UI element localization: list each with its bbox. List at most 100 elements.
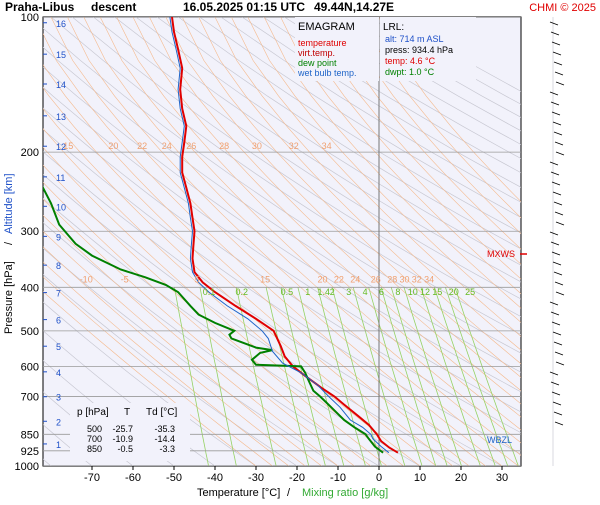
x-tick-label: 10 [414,472,426,484]
altitude-tick-label: 9 [56,232,61,242]
table-cell: 850 [87,444,102,454]
theta-label: 34 [424,274,434,284]
mixing-ratio-label: 10 [408,287,418,297]
y-tick-label: 500 [21,326,39,338]
mixing-ratio-label: 3 [346,287,351,297]
table-cell: -35.3 [154,424,175,434]
table-header-t: T [124,407,130,418]
mixing-ratio-label: 0.1 [203,287,216,297]
mixing-ratio-label: 1 [305,287,310,297]
mixing-ratio-label: 4 [363,287,368,297]
theta-label: 32 [289,141,299,151]
theta-label: 30 [252,141,262,151]
theta-label: 20 [318,274,328,284]
theta-label: 32 [412,274,422,284]
mixing-ratio-label: 2 [330,287,335,297]
table-header-td: Td [°C] [146,407,177,418]
theta-label: -10 [80,274,93,284]
table-cell: -25.7 [112,424,133,434]
lrl-alt: alt: 714 m ASL [385,34,444,44]
mixing-ratio-label: 0.2 [236,287,249,297]
theta-label: 15 [63,141,73,151]
x-tick-label: -40 [207,472,223,484]
y-axis-title-2: Altitude [km] [3,173,15,234]
mixing-ratio-label: 15 [432,287,442,297]
x-tick-label: -50 [166,472,182,484]
x-tick-label: -60 [125,472,141,484]
theta-label: -5 [121,274,129,284]
station-name: Praha-Libus [5,0,75,14]
legend-dew-point: dew point [298,58,337,68]
table-row: 700 -10.9 -14.4 [87,434,175,444]
x-tick-label: -20 [289,472,305,484]
y-axis-title: Pressure [hPa] [3,261,15,334]
table-header-p: p [hPa] [77,407,109,418]
x-tick-label: 20 [455,472,467,484]
x-tick-label: 30 [496,472,508,484]
y-tick-label: 850 [21,429,39,441]
mixing-ratio-label: 1.4 [318,287,331,297]
mxws-label: MXWS [487,249,515,259]
altitude-tick-label: 1 [56,440,61,450]
legend-title: EMAGRAM [298,21,355,33]
theta-label: 26 [371,274,381,284]
y-tick-label: 1000 [15,461,39,473]
y-tick-label: 700 [21,391,39,403]
table-cell: -0.5 [117,444,133,454]
table-cell: -10.9 [112,434,133,444]
lrl-temp: temp: 4.6 °C [385,56,436,66]
table-cell: 500 [87,424,102,434]
altitude-tick-label: 10 [56,202,66,212]
altitude-tick-label: 4 [56,368,61,378]
station-coords: 49.44N,14.27E [314,0,394,14]
x-tick-label: 0 [376,472,382,484]
lrl-dwpt: dwpt: 1.0 °C [385,67,435,77]
y-tick-label: 600 [21,361,39,373]
altitude-tick-label: 11 [56,173,65,183]
theta-label: 28 [219,141,229,151]
altitude-tick-label: 2 [56,417,61,427]
altitude-tick-label: 6 [56,316,61,326]
x-axis-title-2: Mixing ratio [g/kg] [302,487,388,499]
altitude-tick-label: 14 [56,80,66,90]
theta-label: 5 [195,274,200,284]
mixing-ratio-label: 20 [449,287,459,297]
altitude-tick-label: 5 [56,342,61,352]
altitude-tick-label: 16 [56,19,66,29]
theta-label: 30 [400,274,410,284]
altitude-tick-label: 3 [56,393,61,403]
theta-label: 15 [260,274,270,284]
lrl-press: press: 934.4 hPa [385,45,453,55]
y-tick-label: 400 [21,282,39,294]
legend-virt-temp: virt.temp. [298,48,335,58]
mixing-ratio-label: 6 [379,287,384,297]
altitude-tick-label: 8 [56,261,61,271]
theta-label: 24 [350,274,360,284]
table-row: 850 -0.5 -3.3 [87,444,175,454]
legend-wet-bulb: wet bulb temp. [297,68,357,78]
sounding-datetime: 16.05.2025 01:15 UTC [183,0,305,14]
x-tick-label: -10 [330,472,346,484]
mixing-ratio-label: 12 [420,287,430,297]
lrl-title: LRL: [383,22,404,33]
table-cell: 700 [87,434,102,444]
theta-label: 20 [108,141,118,151]
mixing-ratio-label: 8 [395,287,400,297]
copyright: CHMI © 2025 [529,2,596,14]
altitude-tick-label: 15 [56,50,66,60]
x-axis-title: Temperature [°C] [197,487,280,499]
theta-label: 28 [387,274,397,284]
theta-label: 26 [186,141,196,151]
legend-temperature: temperature [298,38,347,48]
wbzl-label: WBZL [487,435,512,445]
table-row: 500 -25.7 -35.3 [87,424,175,434]
theta-label: 24 [162,141,172,151]
theta-label: 34 [322,141,332,151]
sounding-kind: descent [91,0,136,14]
theta-label: 22 [334,274,344,284]
x-tick-label: -70 [84,472,100,484]
altitude-tick-label: 13 [56,112,66,122]
x-tick-label: -30 [248,472,264,484]
y-tick-label: 200 [21,147,39,159]
